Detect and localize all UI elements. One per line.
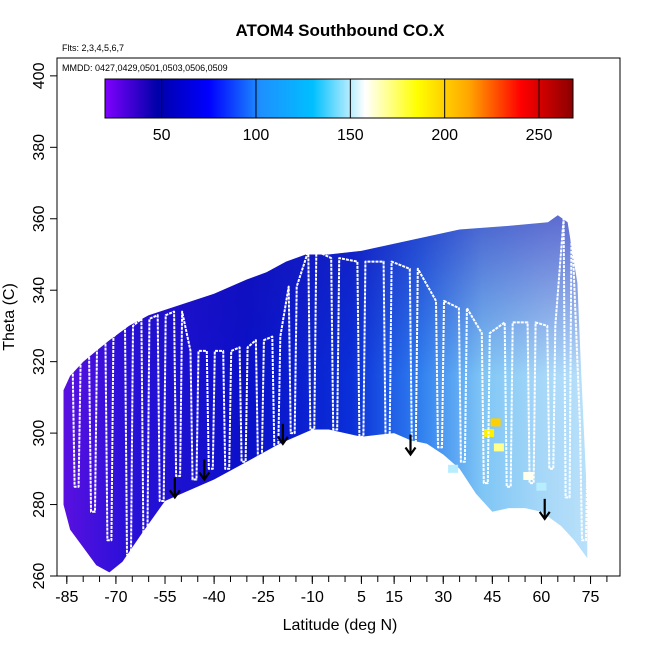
descent-arrow xyxy=(404,434,417,457)
descent-arrow xyxy=(538,498,551,521)
chart-title: ATOM4 Southbound CO.X xyxy=(235,21,445,40)
x-tick-label: 60 xyxy=(533,589,551,606)
descent-arrow xyxy=(168,477,181,500)
y-tick-label: 280 xyxy=(31,491,48,518)
y-tick-label: 400 xyxy=(31,62,48,89)
x-axis: -85 -70 -55 -40 -25 -10 5 15 30 45 60 75 xyxy=(55,575,620,606)
x-tick-label: -55 xyxy=(153,589,176,606)
co-field xyxy=(63,215,588,573)
colorbar: 50 100 150 200 250 xyxy=(104,78,574,144)
co-hotspot xyxy=(536,482,547,491)
y-tick-label: 340 xyxy=(31,277,48,304)
x-tick-label: 15 xyxy=(385,589,403,606)
y-tick-label: 260 xyxy=(31,563,48,590)
x-tick-label: 5 xyxy=(357,589,366,606)
colorbar-tick-label: 200 xyxy=(431,127,458,144)
y-tick-label: 360 xyxy=(31,205,48,232)
x-tick-label: -25 xyxy=(252,589,275,606)
x-tick-label: -10 xyxy=(301,589,324,606)
flight-profile-trace xyxy=(71,217,589,556)
colorbar-tick-label: 100 xyxy=(243,127,270,144)
descent-arrows xyxy=(168,423,551,521)
flight-profiles xyxy=(71,217,589,556)
x-tick-label: -85 xyxy=(55,589,78,606)
colorbar-tick-label: 250 xyxy=(526,127,553,144)
co-hotspot xyxy=(493,443,504,452)
dates-note: MMDD: 0427,0429,0501,0503,0506,0509 xyxy=(62,63,228,73)
descent-arrow xyxy=(198,459,211,482)
y-tick-label: 300 xyxy=(31,420,48,447)
co-field-shading xyxy=(63,215,588,573)
x-tick-label: 30 xyxy=(434,589,452,606)
y-tick-label: 380 xyxy=(31,134,48,161)
x-tick-label: 75 xyxy=(582,589,600,606)
flights-note: Flts: 2,3,4,5,6,7 xyxy=(62,43,124,53)
x-axis-title: Latitude (deg N) xyxy=(283,617,398,634)
colorbar-gradient xyxy=(104,78,574,119)
colorbar-tick-label: 50 xyxy=(153,127,171,144)
co-hotspot xyxy=(448,464,459,473)
y-tick-label: 320 xyxy=(31,348,48,375)
y-axis-title: Theta (C) xyxy=(1,283,18,351)
y-axis: 260 280 300 320 340 360 380 400 xyxy=(31,58,58,590)
x-tick-label: 45 xyxy=(483,589,501,606)
colorbar-tick-label: 150 xyxy=(337,127,364,144)
x-tick-label: -40 xyxy=(203,589,226,606)
co-hotspot xyxy=(490,418,501,427)
co-hotspot xyxy=(523,472,534,480)
descent-arrow xyxy=(276,423,289,446)
x-tick-label: -70 xyxy=(104,589,127,606)
